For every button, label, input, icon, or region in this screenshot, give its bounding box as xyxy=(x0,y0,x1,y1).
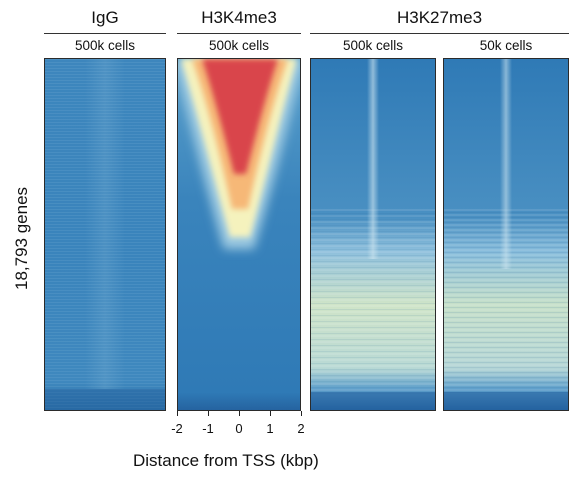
k27a-bottom-band xyxy=(311,392,435,410)
x-tick-label: 1 xyxy=(266,421,274,436)
k27b-bottom-band xyxy=(444,392,568,410)
panel-label-h3k27me3-50k: 50k cells xyxy=(479,38,533,53)
x-tick xyxy=(177,411,178,416)
heatmap-h3k4me3 xyxy=(177,58,301,411)
igg-bottom-band xyxy=(45,389,165,410)
igg-center-glow xyxy=(85,59,125,389)
heatmap-h3k27me3-500k xyxy=(310,58,436,411)
x-tick-label: 2 xyxy=(297,421,305,436)
x-axis-label: Distance from TSS (kbp) xyxy=(133,451,319,470)
group-rule-igg xyxy=(44,33,166,34)
group-title-igg: IgG xyxy=(91,8,119,27)
panel-label-h3k27me3-500k: 500k cells xyxy=(342,38,404,53)
x-tick-label: -1 xyxy=(202,421,214,436)
group-rule-h3k4me3 xyxy=(177,33,301,34)
panel-label-h3k4me3: 500k cells xyxy=(208,38,270,53)
k27b-tss-line xyxy=(500,59,512,269)
x-tick xyxy=(239,411,240,416)
x-tick-label: 0 xyxy=(235,421,243,436)
group-title-h3k4me3: H3K4me3 xyxy=(201,8,277,27)
group-title-h3k27me3: H3K27me3 xyxy=(396,8,483,27)
x-tick xyxy=(208,411,209,416)
panel-label-igg: 500k cells xyxy=(74,38,136,53)
heatmap-h3k27me3-50k xyxy=(443,58,569,411)
x-tick xyxy=(270,411,271,416)
k27a-tss-line xyxy=(367,59,379,259)
x-tick-label: -2 xyxy=(171,421,183,436)
x-tick xyxy=(301,411,302,416)
y-axis-label: 18,793 genes xyxy=(12,186,31,290)
group-rule-h3k27me3 xyxy=(310,33,569,34)
heatmap-igg xyxy=(44,58,166,411)
k4-red xyxy=(202,59,278,174)
